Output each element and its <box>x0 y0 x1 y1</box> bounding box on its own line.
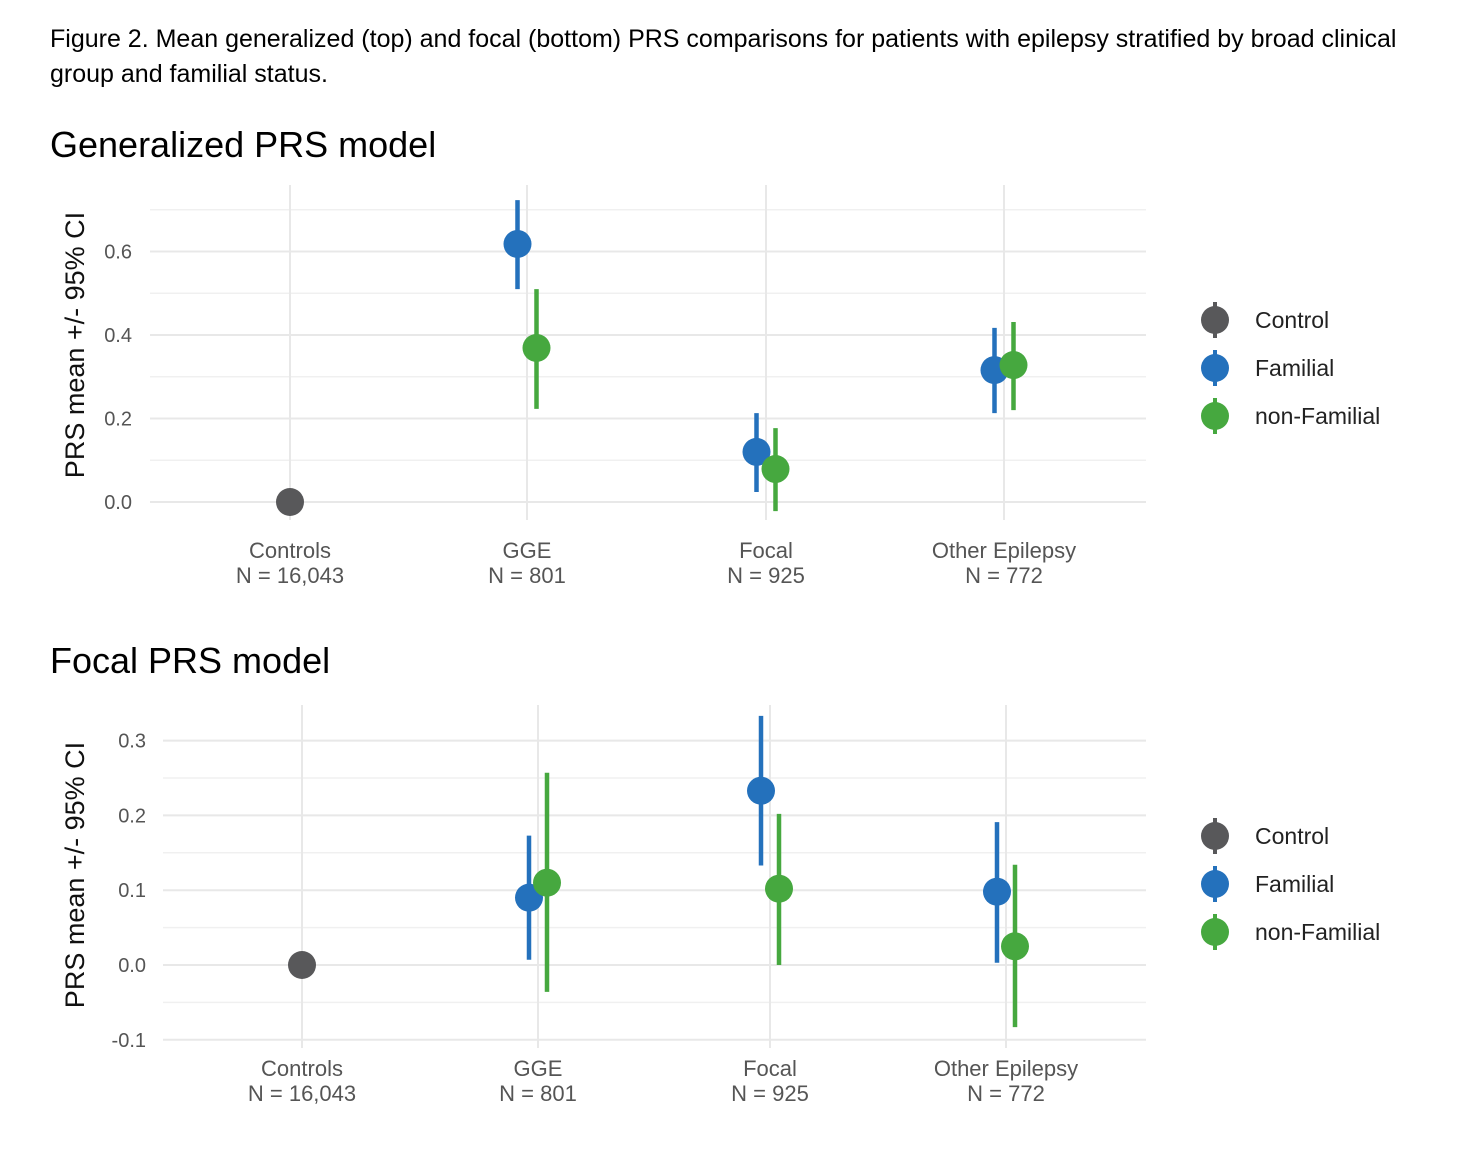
legend-item: Control <box>1195 296 1380 344</box>
legend-item: Familial <box>1195 860 1380 908</box>
legend-label: Familial <box>1255 354 1335 381</box>
legend-pointrange-icon <box>1195 864 1235 904</box>
series-familial <box>515 715 1011 963</box>
legend-pointrange-icon <box>1195 396 1235 436</box>
legend-label: non-Familial <box>1255 402 1381 429</box>
x-category-label: Controls <box>249 538 331 563</box>
y-tick-label: 0.4 <box>104 325 132 347</box>
y-tick-label: 0.6 <box>104 242 132 264</box>
x-category-n-label: N = 925 <box>727 563 805 588</box>
y-tick-label: 0.2 <box>118 805 146 827</box>
gridlines <box>150 185 1146 520</box>
y-tick-label: 0.1 <box>118 880 146 902</box>
legend-item: Control <box>1195 812 1380 860</box>
x-category-n-label: N = 925 <box>731 1081 809 1106</box>
x-category-n-label: N = 772 <box>965 563 1043 588</box>
legend-generalized: Control Familial non-Familial <box>1195 296 1380 440</box>
series-familial <box>503 200 1009 492</box>
legend-label: non-Familial <box>1255 918 1381 945</box>
x-category-n-label: N = 801 <box>499 1081 577 1106</box>
mean-point <box>747 776 775 805</box>
y-tick-label: 0.3 <box>118 731 146 753</box>
x-category-label: Other Epilepsy <box>934 1056 1078 1081</box>
legend-label: Control <box>1255 306 1330 333</box>
x-category-label: Focal <box>743 1056 797 1081</box>
y-axis-title: PRS mean +/- 95% CI <box>60 742 90 1008</box>
legend-pointrange-icon <box>1195 300 1235 340</box>
panel-title-focal: Focal PRS model <box>50 640 331 681</box>
mean-point <box>983 877 1011 906</box>
series-control <box>276 488 304 516</box>
mean-point <box>1001 932 1029 961</box>
series-non-familial <box>533 772 1029 1028</box>
legend-label: Control <box>1255 822 1330 849</box>
mean-point <box>765 874 793 903</box>
mean-point <box>533 868 561 897</box>
x-category-n-label: N = 16,043 <box>236 563 344 588</box>
x-category-label: Focal <box>739 538 793 563</box>
legend-item: non-Familial <box>1195 908 1380 956</box>
mean-point <box>522 333 551 362</box>
y-tick-label: 0.0 <box>118 955 146 977</box>
y-tick-label: -0.1 <box>112 1030 146 1052</box>
figure-caption: Figure 2. Mean generalized (top) and foc… <box>50 25 1397 88</box>
mean-point <box>999 351 1028 380</box>
mean-point <box>276 488 304 516</box>
legend-pointrange-icon <box>1195 816 1235 856</box>
focal-prs-plot: -0.1 0.0 0.1 0.2 0.3 PRS mean +/- 95% CI Contr… <box>60 705 1146 1106</box>
mean-point <box>742 437 771 466</box>
legend-focal: Control Familial non-Familial <box>1195 812 1380 956</box>
legend-pointrange-icon <box>1195 348 1235 388</box>
series-non-familial <box>522 289 1028 512</box>
legend-item: Familial <box>1195 344 1380 392</box>
y-axis-title: PRS mean +/- 95% CI <box>60 212 90 478</box>
legend-item: non-Familial <box>1195 392 1380 440</box>
gridlines <box>163 705 1146 1048</box>
mean-point <box>288 951 316 979</box>
y-tick-label: 0.0 <box>104 492 132 514</box>
legend-pointrange-icon <box>1195 912 1235 952</box>
x-category-label: GGE <box>514 1056 563 1081</box>
mean-point <box>761 455 790 484</box>
x-category-n-label: N = 16,043 <box>248 1081 356 1106</box>
x-category-label: Other Epilepsy <box>932 538 1076 563</box>
x-category-label: GGE <box>503 538 552 563</box>
x-category-label: Controls <box>261 1056 343 1081</box>
x-category-n-label: N = 772 <box>967 1081 1045 1106</box>
legend-label: Familial <box>1255 870 1335 897</box>
x-category-n-label: N = 801 <box>488 563 566 588</box>
mean-point <box>503 229 532 258</box>
y-tick-label: 0.2 <box>104 409 132 431</box>
series-control <box>288 951 316 979</box>
panel-title-generalized: Generalized PRS model <box>50 124 437 165</box>
